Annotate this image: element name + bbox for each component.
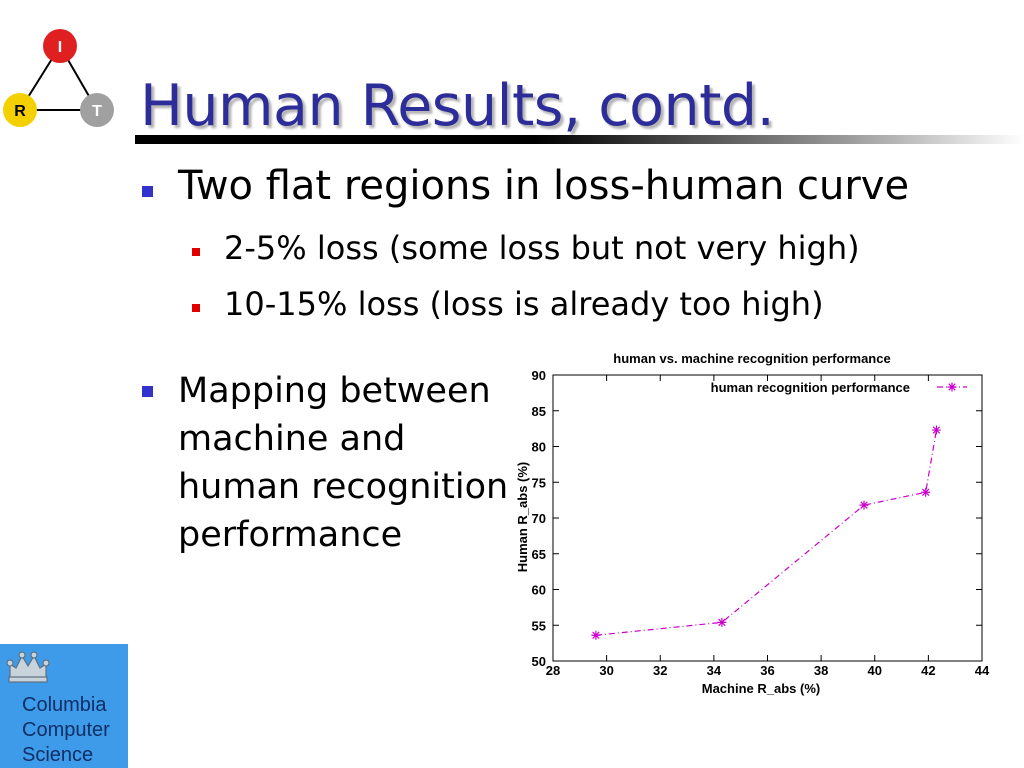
y-axis-label: Human R_abs (%) [515,462,530,573]
data-point [859,500,869,510]
logo-node-r [3,93,37,127]
legend-marker [947,382,957,392]
bullet-line: human recognition [178,467,509,507]
x-axis-label: Machine R_abs (%) [702,681,820,696]
bullet-line: performance [178,515,403,555]
x-tick-label: 32 [653,663,667,678]
y-tick-label: 70 [532,511,546,526]
data-point [591,630,601,640]
bullet-marker [192,304,200,312]
bullet-level2: 2-5% loss (some loss but not very high) [224,229,860,267]
line-chart: human vs. machine recognition performanc… [515,351,990,696]
y-tick-label: 50 [532,654,546,669]
chart-title: human vs. machine recognition performanc… [613,351,890,366]
plot-frame [552,374,983,662]
slide-title: Human Results, contd. [140,73,775,139]
logo-node-t-label: T [92,103,102,120]
cu-logo-line: Science [22,744,94,766]
data-point [931,425,941,435]
logo-node-r-label: R [14,103,26,120]
y-tick-label: 65 [532,547,546,562]
bullet-marker [192,248,200,256]
x-tick-label: 38 [814,663,828,678]
y-tick-label: 80 [532,440,546,455]
bullet-level1: Two flat regions in loss-human curve [178,163,910,209]
legend-label: human recognition performance [711,380,910,395]
x-tick-label: 44 [975,663,990,678]
data-point [921,487,931,497]
y-tick-label: 55 [532,618,546,633]
cu-logo-line: Columbia [22,694,107,716]
data-point [717,617,727,627]
y-tick-label: 60 [532,583,546,598]
bullet-level2: 10-15% loss (loss is already too high) [224,285,824,323]
columbia-cs-logo: Columbia Computer Science [0,644,128,768]
logo-node-i [43,29,77,63]
y-tick-label: 90 [532,368,546,383]
cu-logo-line: Computer [22,719,110,741]
x-tick-label: 36 [760,663,774,678]
crown-icon [6,651,50,683]
y-tick-label: 75 [532,475,546,490]
x-tick-label: 34 [707,663,722,678]
bullet-marker [142,186,153,197]
series-line [595,429,938,636]
x-tick-label: 30 [599,663,613,678]
bullet-line: Mapping between [178,371,491,411]
irt-triangle-logo: I R T [3,29,114,127]
logo-node-t [80,93,114,127]
y-tick-label: 85 [532,404,546,419]
x-tick-label: 42 [921,663,935,678]
logo-node-i-label: I [58,39,62,56]
bullet-level1-multiline: Mapping between machine and human recogn… [178,367,518,559]
bullet-line: machine and [178,419,406,459]
bullet-marker [142,386,153,397]
x-tick-label: 40 [868,663,882,678]
title-underline [135,135,1024,144]
x-tick-label: 28 [546,663,560,678]
